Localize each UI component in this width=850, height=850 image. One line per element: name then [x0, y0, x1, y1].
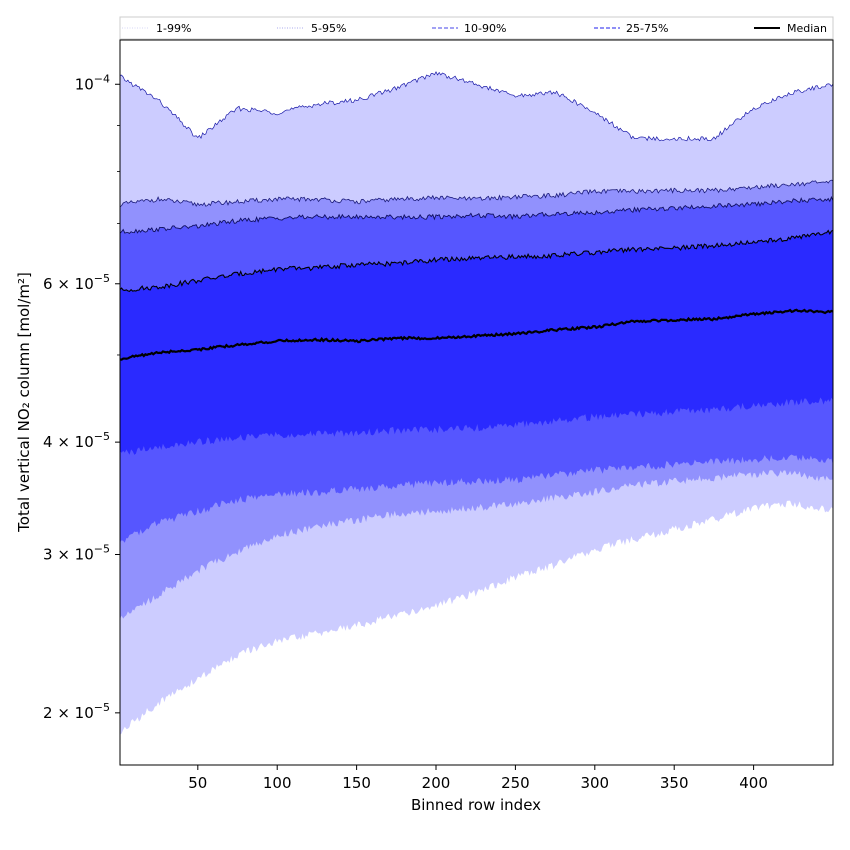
y-axis: 10−46 × 10−54 × 10−53 × 10−52 × 10−5	[43, 72, 120, 722]
lines-layer	[120, 71, 833, 361]
y-tick-label: 2 × 10−5	[43, 701, 110, 722]
y-tick-label: 4 × 10−5	[43, 430, 110, 451]
plot-frame	[119, 39, 834, 766]
x-tick-label: 350	[660, 774, 689, 792]
x-tick-label: 100	[263, 774, 292, 792]
band-upper-line-1-99pct	[120, 71, 833, 142]
y-axis-title: Total vertical NO₂ column [mol/m²]	[15, 272, 33, 533]
legend-label: 1-99%	[156, 22, 191, 35]
x-tick-label: 200	[422, 774, 451, 792]
x-tick-label: 150	[342, 774, 371, 792]
legend-box	[119, 16, 834, 40]
x-axis: 50 100 150 200 250 300 350 400	[188, 765, 768, 792]
legend-label: 10-90%	[464, 22, 506, 35]
band-25-75pct	[120, 230, 833, 455]
x-tick-label: 400	[739, 774, 768, 792]
legend-label: Median	[787, 22, 827, 35]
band-upper-line-25-75pct	[120, 229, 833, 292]
x-axis-title: Binned row index	[411, 796, 541, 814]
y-tick-label: 6 × 10−5	[43, 272, 110, 293]
legend-label: 25-75%	[626, 22, 668, 35]
legend-label: 5-95%	[311, 22, 346, 35]
x-tick-label: 300	[580, 774, 609, 792]
x-tick-label: 50	[188, 774, 207, 792]
bands-layer	[120, 71, 833, 735]
band-upper-line-10-90pct	[120, 195, 833, 235]
band-upper-line-5-95pct	[120, 179, 833, 208]
median-line	[120, 308, 833, 361]
y-tick-label: 3 × 10−5	[43, 542, 110, 563]
x-tick-label: 250	[501, 774, 530, 792]
legend: 1-99% 5-95% 10-90% 25-75% Median	[119, 16, 834, 40]
